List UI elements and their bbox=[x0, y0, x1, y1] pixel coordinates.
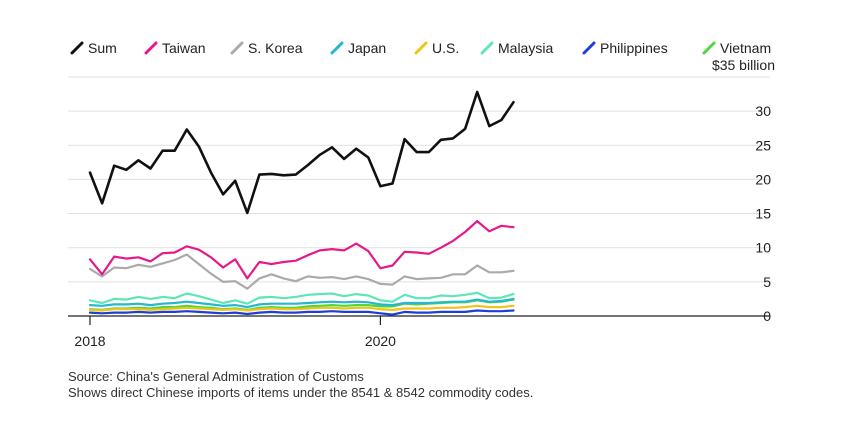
legend-swatch bbox=[230, 41, 244, 55]
legend-label: Malaysia bbox=[498, 40, 553, 56]
legend-item-s-korea: S. Korea bbox=[230, 40, 303, 56]
y-tick-label: 15 bbox=[755, 206, 771, 222]
legend-swatch bbox=[414, 41, 428, 55]
legend-swatch bbox=[582, 41, 596, 55]
legend-label: S. Korea bbox=[248, 40, 303, 56]
legend-label: Taiwan bbox=[162, 40, 206, 56]
legend-label: Japan bbox=[348, 40, 386, 56]
source-note: Source: China's General Administration o… bbox=[68, 369, 364, 384]
legend-label: U.S. bbox=[432, 40, 459, 56]
series-line-malaysia bbox=[88, 291, 515, 305]
commodity-note: Shows direct Chinese imports of items un… bbox=[68, 385, 534, 400]
legend-label: Vietnam bbox=[720, 40, 771, 56]
legend-item-vietnam: Vietnam bbox=[702, 40, 771, 56]
legend-swatch bbox=[70, 41, 84, 55]
series-line-japan bbox=[88, 297, 515, 309]
legend-item-philippines: Philippines bbox=[582, 40, 668, 56]
y-tick-label: 20 bbox=[755, 171, 771, 187]
legend-item-u-s: U.S. bbox=[414, 40, 459, 56]
legend-swatch bbox=[702, 41, 716, 55]
legend-swatch bbox=[480, 41, 494, 55]
legend-item-japan: Japan bbox=[330, 40, 386, 56]
series-line-u-s bbox=[88, 304, 515, 312]
legend-item-sum: Sum bbox=[70, 40, 117, 56]
legend: Sum Taiwan S. Korea Japan U.S. Malaysia Philip… bbox=[70, 40, 771, 56]
y-tick-label: 25 bbox=[755, 137, 771, 153]
legend-item-malaysia: Malaysia bbox=[480, 40, 553, 56]
y-tick-label: 10 bbox=[755, 240, 771, 256]
y-tick-label: 30 bbox=[755, 103, 771, 119]
grid-lines bbox=[68, 76, 770, 283]
series-lines bbox=[88, 90, 515, 316]
legend-label: Philippines bbox=[600, 40, 668, 56]
legend-item-taiwan: Taiwan bbox=[144, 40, 206, 56]
x-tick-label: 2020 bbox=[365, 333, 396, 349]
series-line-philippines bbox=[88, 309, 515, 316]
legend-swatch bbox=[144, 41, 158, 55]
y-axis-unit-label: $35 billion bbox=[712, 57, 775, 73]
series-line-taiwan bbox=[88, 220, 515, 280]
legend-swatch bbox=[330, 41, 344, 55]
y-tick-label: 5 bbox=[763, 274, 771, 290]
x-tick-label: 2018 bbox=[74, 333, 105, 349]
series-line-sum bbox=[88, 90, 515, 215]
series-line-s-korea bbox=[88, 253, 515, 290]
legend-label: Sum bbox=[88, 40, 117, 56]
x-axis: 2018 2020 bbox=[68, 315, 770, 349]
